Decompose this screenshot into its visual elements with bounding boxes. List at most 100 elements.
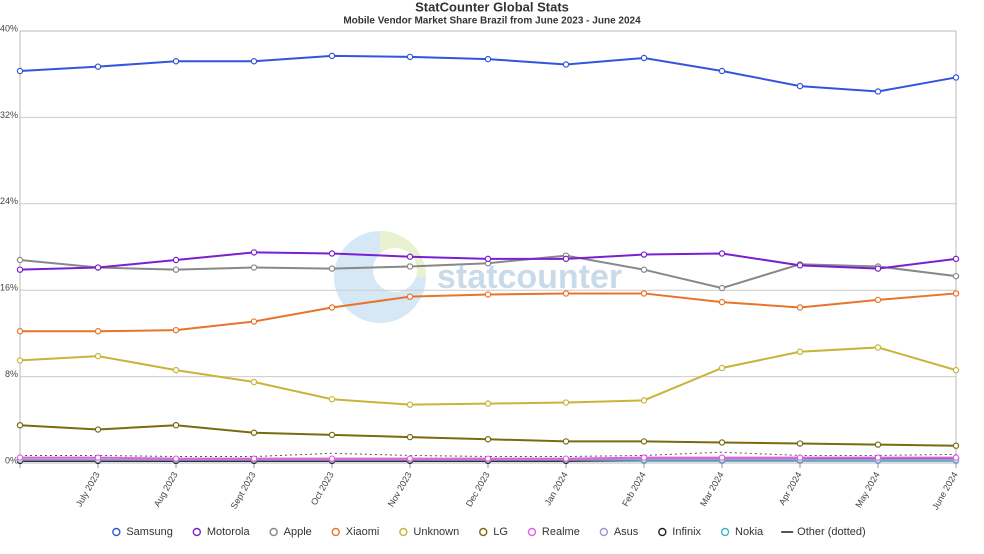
data-point — [796, 454, 804, 461]
data-point — [406, 53, 414, 61]
data-point — [328, 455, 336, 462]
y-tick-label: 24% — [0, 196, 18, 206]
data-point — [796, 82, 804, 90]
data-point — [250, 378, 258, 386]
data-point — [328, 431, 336, 439]
data-point — [16, 67, 24, 75]
data-point — [484, 255, 492, 263]
data-point — [718, 454, 726, 461]
series — [16, 52, 960, 95]
x-tick-label: Nov 2023 — [386, 470, 414, 508]
data-point — [406, 253, 414, 260]
series-line — [19, 346, 957, 406]
data-point — [250, 58, 258, 65]
legend-swatch — [527, 527, 537, 537]
data-point — [562, 399, 570, 406]
data-point — [796, 348, 804, 355]
legend-item: Realme — [527, 526, 580, 538]
data-point — [250, 429, 258, 436]
legend-label: Apple — [284, 526, 312, 538]
legend-swatch — [399, 527, 408, 537]
data-point — [640, 454, 648, 461]
data-point — [952, 290, 960, 297]
legend-item: Other (dotted) — [781, 526, 866, 538]
data-point — [16, 422, 24, 429]
watermark-logo-hole — [373, 248, 417, 292]
x-tick-label: Mar 2024 — [698, 470, 726, 508]
data-point — [796, 440, 804, 447]
legend-swatch — [331, 527, 340, 537]
data-point — [562, 255, 570, 263]
data-point — [16, 266, 24, 273]
legend-label: Xiaomi — [346, 526, 380, 538]
data-point — [952, 366, 960, 374]
series — [16, 454, 960, 462]
data-point — [484, 455, 492, 462]
legend-label: Asus — [614, 526, 639, 538]
data-point — [640, 397, 648, 404]
series — [16, 344, 960, 408]
legend-swatch — [192, 527, 202, 537]
data-point — [406, 433, 414, 441]
data-point — [874, 344, 882, 351]
legend-label: Motorola — [207, 526, 251, 538]
legend-item: LG — [479, 526, 508, 538]
data-point — [328, 396, 336, 403]
data-point — [640, 290, 648, 297]
series — [16, 249, 960, 273]
data-point — [562, 61, 570, 68]
data-point — [718, 364, 726, 372]
data-point — [250, 455, 258, 462]
legend-label: Nokia — [735, 526, 764, 538]
x-tick-label: Jan 2024 — [543, 470, 570, 507]
y-tick-label: 32% — [0, 110, 18, 120]
x-tick-label: Aug 2023 — [152, 470, 180, 508]
series-line — [19, 424, 957, 447]
data-point — [562, 438, 570, 445]
x-tick-label: Feb 2024 — [620, 470, 648, 508]
data-point — [796, 304, 804, 311]
data-point — [328, 250, 336, 257]
data-point — [328, 304, 336, 311]
legend-swatch — [269, 527, 278, 537]
data-point — [874, 441, 882, 448]
data-point — [952, 272, 960, 280]
data-point — [952, 454, 960, 461]
legend-swatch — [658, 527, 667, 537]
data-point — [94, 352, 102, 360]
data-point — [406, 455, 414, 462]
data-point — [874, 88, 882, 95]
data-point — [484, 55, 492, 63]
data-point — [172, 455, 180, 462]
data-point — [562, 455, 570, 462]
chart-subtitle: Mobile Vendor Market Share Brazil from J… — [343, 16, 641, 27]
legend-swatch — [720, 527, 730, 537]
data-point — [250, 318, 258, 325]
legend-item: Unknown — [399, 526, 459, 538]
series-line — [20, 292, 957, 333]
data-point — [796, 262, 804, 269]
legend-item: Apple — [269, 526, 312, 538]
legend-swatch — [599, 527, 609, 537]
data-point — [16, 256, 24, 264]
data-point — [484, 400, 492, 407]
y-tick-label: 40% — [0, 23, 18, 33]
data-point — [94, 328, 102, 335]
plot-border — [19, 30, 957, 464]
data-point — [718, 284, 726, 292]
data-point — [172, 366, 180, 374]
legend-label: LG — [493, 526, 508, 538]
data-point — [16, 454, 24, 461]
legend-label: Unknown — [413, 526, 459, 538]
data-point — [874, 296, 882, 304]
y-tick-label: 0% — [5, 455, 18, 465]
legend-item: Infinix — [658, 526, 702, 538]
data-point — [640, 438, 648, 445]
data-point — [250, 264, 258, 271]
series — [16, 290, 960, 335]
chart-title: StatCounter Global Stats — [415, 0, 569, 14]
data-point — [94, 454, 102, 461]
series — [16, 422, 960, 449]
data-point — [328, 52, 336, 60]
legend-item: Samsung — [112, 526, 173, 538]
